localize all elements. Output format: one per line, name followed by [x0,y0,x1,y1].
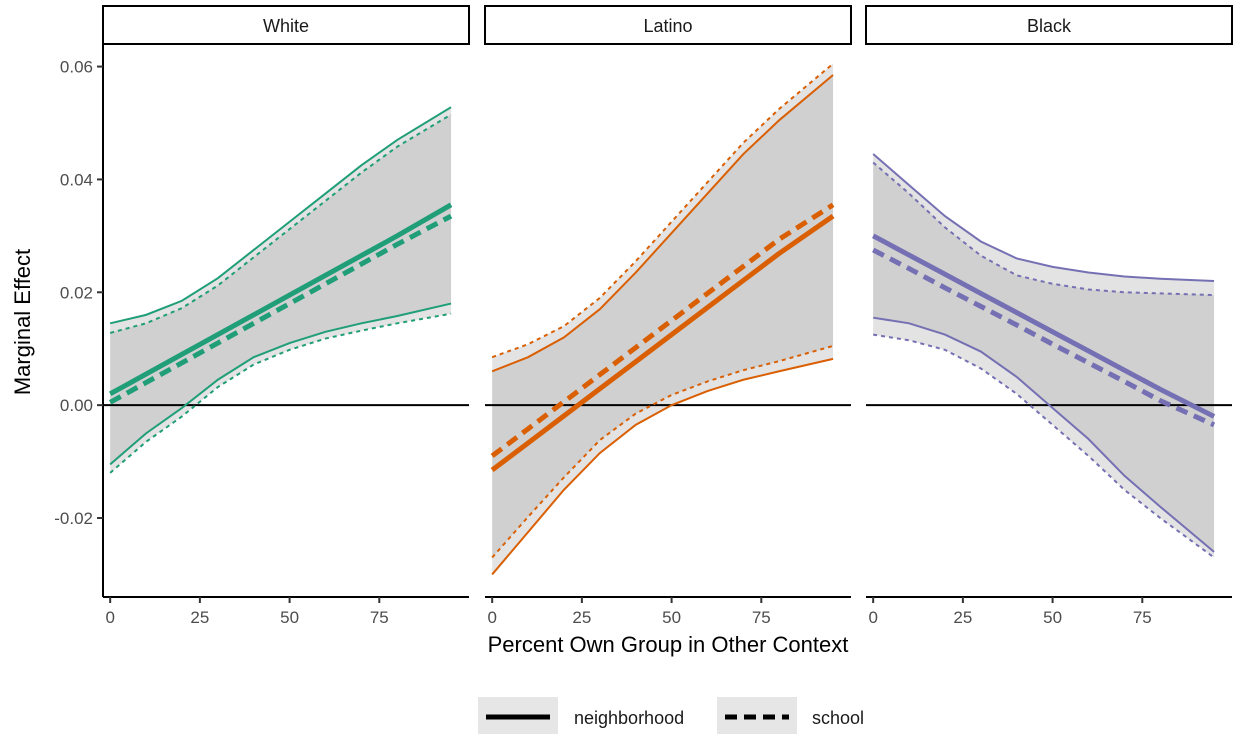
facet-strip [484,5,852,45]
ci-ribbon-school [873,162,1215,558]
facet-strip [102,5,470,45]
x-tick-label: 50 [1043,608,1062,627]
estimate-line-neighborhood [871,233,1216,419]
panel-white: White [102,5,470,474]
ci-ribbon-neighborhood [110,107,452,465]
upper-bound-school [491,62,834,359]
upper-bound-neighborhood [109,106,452,325]
facet-strip-label: White [263,16,309,36]
ci-ribbon-neighborhood [873,154,1215,552]
x-tick-label: 75 [370,608,389,627]
legend-item-school: school [717,697,864,734]
x-tick-label: 25 [953,608,972,627]
estimate-line-neighborhood [108,202,453,397]
x-tick-label: 0 [487,608,496,627]
panel-black: Black [865,5,1233,559]
y-tick-label: 0.00 [60,396,93,415]
y-tick-label: 0.06 [60,58,93,77]
upper-bound-neighborhood [872,153,1215,282]
y-tick-label: -0.02 [54,509,93,528]
estimate-line-school [490,202,835,458]
estimate-line-school [108,213,453,405]
lower-bound-neighborhood [873,316,1215,553]
lower-bound-neighborhood [109,302,452,466]
legend-label: neighborhood [574,708,684,728]
facet-strip-label: Latino [643,16,692,36]
lower-bound-neighborhood [491,357,834,576]
legend: neighborhood school [478,697,864,734]
ci-ribbon-school [110,114,452,473]
x-axis-title: Percent Own Group in Other Context [488,632,849,657]
upper-bound-school [872,161,1215,297]
x-tick-label: 0 [868,608,877,627]
y-tick-label: 0.04 [60,170,93,189]
axes-layer: 0 25 50 75 0 25 50 75 0 25 50 75 -0.02 0.00 0.02 0.04 0.… [54,44,1232,627]
upper-bound-school [109,113,452,334]
y-axis-title: Marginal Effect [10,249,35,395]
panels-layer: White Latino Black [102,5,1233,576]
facet-strip-label: Black [1027,16,1072,36]
x-tick-label: 75 [1133,608,1152,627]
x-tick-label: 0 [105,608,114,627]
estimate-line-neighborhood [490,214,835,473]
lower-bound-school [491,344,834,559]
panel-latino: Latino [484,5,852,576]
legend-item-neighborhood: neighborhood [478,697,684,734]
estimate-line-school [872,247,1216,428]
y-tick-label: 0.02 [60,283,93,302]
x-tick-label: 75 [752,608,771,627]
x-tick-label: 25 [572,608,591,627]
x-tick-label: 50 [280,608,299,627]
legend-label: school [812,708,864,728]
x-tick-label: 25 [190,608,209,627]
ci-ribbon-school [492,63,834,558]
x-tick-label: 50 [662,608,681,627]
upper-bound-neighborhood [491,74,834,373]
facet-strip [865,5,1233,45]
